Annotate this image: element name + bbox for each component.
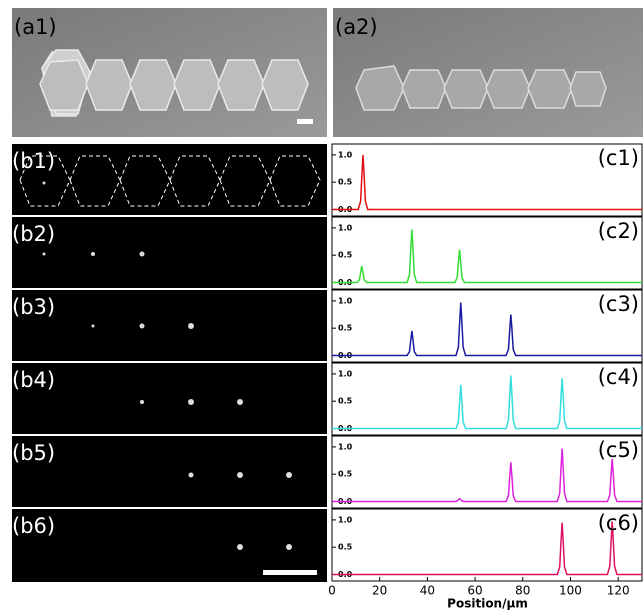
scale-bar [297,119,313,124]
panel-label: (a2) [335,15,378,39]
data-line [332,521,642,576]
plot-frame [331,362,643,436]
y-tick-label: 0.5 [338,178,353,187]
panel-label: (b6) [12,514,55,538]
y-tick-label: 1.0 [338,442,353,451]
plot-frame [331,143,643,217]
scale-bar [263,570,317,575]
data-line [332,448,642,503]
plot-frame [331,508,643,582]
x-tick-label: 40 [420,584,435,598]
data-line [332,229,642,284]
panel-label: (c2) [598,219,639,243]
panel-label: (c4) [598,365,639,389]
emission-spot [42,181,292,550]
panel-label: (b5) [12,441,55,465]
panel-label: (b1) [12,149,55,173]
x-tick-label: 120 [607,584,630,598]
x-axis-label: Position/μm [447,597,528,611]
y-tick-label: 0.5 [338,251,353,260]
plot-frame [331,289,643,363]
y-tick-label: 1.0 [338,150,353,159]
data-line [332,154,642,211]
hexagon-chain-a2 [355,65,607,111]
fluorescence-images [12,144,327,582]
plot-frame [331,435,643,509]
y-tick-label: 1.0 [338,369,353,378]
panel-label: (c3) [598,292,639,316]
panel-label: (a1) [14,15,57,39]
hexagon-chain-a1 [39,59,309,111]
y-tick-label: 0.5 [338,324,353,333]
y-tick-label: 1.0 [338,223,353,232]
panel-label: (b3) [12,295,55,319]
data-line [332,302,642,357]
y-tick-label: 0.5 [338,397,353,406]
y-tick-label: 1.0 [338,296,353,305]
hexagon-outline [19,155,321,207]
x-tick-label: 100 [559,584,582,598]
y-tick-label: 0.5 [338,543,353,552]
y-tick-label: 1.0 [338,515,353,524]
panel-label: (c1) [598,146,639,170]
plot-frame [331,216,643,290]
y-tick-label: 0.5 [338,470,353,479]
data-line [332,375,642,430]
panel-label: (c6) [598,511,639,535]
x-tick-label: 80 [515,584,530,598]
x-tick-label: 20 [372,584,387,598]
x-tick-label: 60 [467,584,482,598]
panel-label: (b4) [12,368,55,392]
panel-label: (b2) [12,222,55,246]
x-tick-label: 0 [328,584,336,598]
panel-label: (c5) [598,438,639,462]
